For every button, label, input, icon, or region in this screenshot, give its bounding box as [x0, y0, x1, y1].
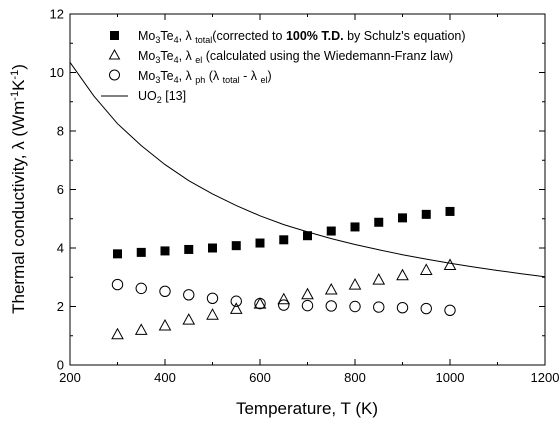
x-axis-label: Temperature, T (K) [236, 399, 378, 418]
lambda-total-point [421, 209, 431, 219]
lambda-ph-point [349, 300, 361, 313]
y-tick-label: 10 [50, 65, 64, 80]
uo2-curve [69, 62, 546, 278]
lambda-ph-point [206, 292, 219, 305]
lambda-el-point [253, 297, 267, 309]
x-tick-label: 600 [249, 370, 271, 385]
lambda-ph-point [420, 302, 432, 315]
lambda-el-point [348, 278, 362, 290]
lambda-el-point [372, 273, 386, 285]
lambda-ph-point [254, 297, 266, 310]
lambda-el-point [396, 268, 409, 281]
lambda-ph-point [301, 299, 314, 312]
lambda-total-point [303, 231, 312, 241]
lambda-ph-point [444, 304, 456, 317]
legend-label-lambda-el: Mo3Te4, λ el (calculated using the Wiede… [138, 49, 453, 65]
lambda-total-point [113, 249, 122, 259]
legend-marker-lambda-el [108, 48, 121, 60]
lambda-el-point [206, 308, 219, 320]
lambda-el-point [419, 263, 433, 275]
lambda-ph-point [230, 295, 242, 307]
y-tick-label: 12 [50, 7, 64, 22]
lambda-ph-point [183, 289, 195, 301]
x-tick-label: 1000 [436, 370, 465, 385]
legend: Mo3Te4, λ total(corrected to 100% T.D. b… [101, 29, 466, 105]
lambda-total-point [445, 206, 455, 216]
lambda-el-point [324, 282, 338, 295]
y-axis-label: Thermal conductivity, λ (Wm-1K-1) [9, 64, 28, 314]
lambda-el-point [111, 327, 124, 340]
lambda-ph-point [278, 299, 290, 311]
plot-frame [69, 13, 546, 366]
legend-label-uo2: UO2 [13] [138, 89, 186, 105]
lambda-total-point [279, 235, 289, 245]
lambda-total-point [374, 217, 384, 227]
lambda-total-point [398, 213, 407, 223]
lambda-el-point [443, 258, 457, 270]
y-tick-label: 4 [57, 241, 64, 256]
legend-label-lambda-total: Mo3Te4, λ total(corrected to 100% T.D. b… [138, 29, 466, 45]
lambda-ph-point [325, 300, 337, 312]
lambda-ph-point [159, 285, 171, 297]
lambda-el-point [229, 302, 243, 314]
lambda-ph-point [396, 301, 409, 314]
lambda-ph-point [135, 282, 147, 295]
y-tick-label: 2 [57, 299, 64, 314]
lambda-el-point [182, 313, 196, 325]
legend-marker-lambda-total [110, 31, 119, 40]
lambda-total-point [160, 246, 170, 256]
legend-marker-lambda-ph [109, 69, 120, 81]
y-tick-label: 8 [57, 124, 64, 139]
x-tick-label: 200 [59, 370, 81, 385]
lambda-total-point [136, 247, 146, 257]
lambda-ph-point [111, 278, 124, 291]
lambda-ph-point [373, 301, 385, 313]
lambda-total-point [350, 222, 360, 232]
lambda-el-point [277, 292, 291, 305]
lambda-el-point [301, 287, 314, 300]
y-tick-label: 0 [57, 358, 64, 373]
lambda-el-point [158, 318, 172, 331]
lambda-total-point [208, 243, 217, 253]
x-tick-label: 800 [344, 370, 366, 385]
x-tick-label: 400 [154, 370, 176, 385]
legend-label-lambda-ph: Mo3Te4, λ ph (λ total - λ el) [138, 69, 272, 85]
x-tick-label: 1200 [531, 370, 560, 385]
lambda-total-point [255, 238, 265, 248]
lambda-total-point [231, 241, 241, 251]
lambda-total-point [184, 244, 194, 254]
lambda-el-point [134, 323, 148, 335]
lambda-total-point [326, 226, 336, 236]
y-tick-label: 6 [57, 182, 64, 197]
